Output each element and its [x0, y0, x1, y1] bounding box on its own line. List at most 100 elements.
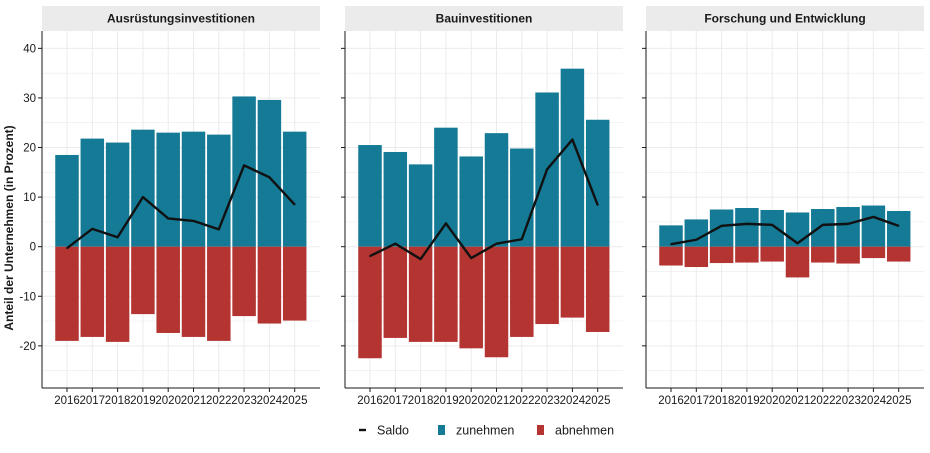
bar-zunehmen: [484, 133, 509, 247]
saldo-point: [872, 216, 875, 218]
x-tick-label: 2023: [835, 395, 861, 407]
saldo-point: [847, 223, 849, 225]
bar-zunehmen: [560, 68, 585, 247]
saldo-point: [218, 228, 220, 231]
x-tick-label: 2020: [458, 395, 484, 407]
saldo-point: [695, 238, 698, 241]
bar-zunehmen: [105, 142, 130, 247]
bar-abnehmen: [282, 246, 307, 321]
saldo-point: [142, 196, 144, 198]
panel: Bauinvestitionen 2016 2017 2018 2019 2020 2021…: [341, 6, 623, 407]
saldo-point: [771, 224, 773, 226]
bar-abnehmen: [709, 246, 734, 264]
y-tick-label: 20: [23, 143, 36, 155]
x-tick-label: 2022: [810, 395, 836, 407]
x-tick-label: 2024: [257, 395, 283, 407]
x-tick-label: 2024: [861, 395, 887, 407]
y-tick-label: 30: [23, 93, 36, 105]
x-tick-label: 2019: [130, 395, 156, 407]
x-tick-label: 2025: [585, 395, 611, 407]
bar-abnehmen: [207, 246, 231, 341]
bar-zunehmen: [585, 119, 610, 247]
bar-abnehmen: [836, 246, 860, 264]
bar-abnehmen: [408, 246, 433, 342]
bar-zunehmen: [181, 131, 206, 247]
x-tick-label: 2018: [408, 395, 434, 407]
panel: Ausrüstungsinvestitionen 2016 2017 2018 2019…: [19, 6, 320, 407]
bar-abnehmen: [383, 246, 408, 338]
bar-abnehmen: [861, 246, 886, 259]
bar-abnehmen: [358, 246, 382, 359]
panel-title: Bauinvestitionen: [436, 12, 533, 26]
y-tick-label: -20: [19, 341, 36, 353]
bar-abnehmen: [80, 246, 105, 337]
saldo-point: [571, 138, 574, 141]
saldo-line: [670, 215, 900, 246]
saldo-point: [897, 225, 900, 227]
bar-abnehmen: [484, 246, 509, 358]
saldo-point: [369, 255, 371, 257]
x-tick-label: 2025: [282, 395, 308, 407]
x-tick-label: 2019: [734, 395, 760, 407]
bar-abnehmen: [510, 246, 534, 337]
bar-abnehmen: [811, 246, 835, 263]
y-tick-label: 10: [23, 192, 36, 204]
bar-zunehmen: [207, 134, 231, 247]
bar-abnehmen: [55, 246, 79, 341]
bar-zunehmen: [156, 132, 180, 247]
bar-zunehmen: [383, 151, 408, 247]
bar-zunehmen: [510, 148, 534, 247]
x-tick-label: 2020: [759, 395, 785, 407]
legend-key-zunehmen: [438, 425, 445, 435]
bar-abnehmen: [560, 246, 585, 318]
saldo-point: [91, 228, 94, 230]
bar-zunehmen: [257, 99, 282, 247]
bar-zunehmen: [861, 205, 886, 247]
bar-zunehmen: [659, 225, 683, 247]
saldo-point: [116, 236, 119, 239]
x-tick-label: 2019: [433, 395, 459, 407]
x-tick-label: 2022: [206, 395, 232, 407]
panel-title: Forschung und Entwicklung: [704, 12, 865, 26]
panel-strip: [42, 6, 320, 31]
bar-zunehmen: [760, 209, 784, 247]
bar-abnehmen: [684, 246, 709, 268]
bar-zunehmen: [434, 127, 458, 247]
bar-zunehmen: [131, 129, 155, 247]
x-tick-label: 2020: [155, 395, 181, 407]
saldo-point: [445, 222, 447, 225]
bar-abnehmen: [131, 246, 155, 315]
bar-zunehmen: [55, 154, 79, 247]
bar-zunehmen: [785, 212, 810, 247]
saldo-point: [495, 242, 498, 245]
saldo-point: [521, 238, 523, 241]
bar-zunehmen: [408, 164, 433, 247]
bar-abnehmen: [886, 246, 911, 262]
y-axis-label: Anteil der Unternehmen (in Prozent): [2, 125, 16, 330]
bar-zunehmen: [80, 138, 105, 247]
x-tick-label: 2016: [357, 395, 383, 407]
saldo-point: [546, 168, 548, 171]
saldo-point: [293, 203, 296, 206]
bar-zunehmen: [709, 209, 734, 247]
saldo-point: [670, 243, 672, 246]
bar-zunehmen: [282, 131, 307, 247]
x-tick-label: 2023: [534, 395, 560, 407]
y-tick-label: 40: [23, 43, 36, 55]
x-tick-label: 2021: [181, 395, 207, 407]
legend-key-abnehmen: [537, 425, 544, 435]
saldo-point: [167, 217, 169, 220]
bar-abnehmen: [434, 246, 458, 342]
saldo-point: [394, 242, 397, 245]
bar-abnehmen: [257, 246, 282, 324]
x-tick-label: 2021: [484, 395, 510, 407]
x-tick-label: 2017: [80, 395, 106, 407]
legend: Saldo zunehmen abnehmen: [359, 424, 614, 438]
legend-label: abnehmen: [555, 424, 614, 438]
bar-abnehmen: [459, 246, 483, 349]
saldo-line: [369, 138, 599, 261]
bar-abnehmen: [181, 246, 206, 337]
saldo-point: [66, 247, 68, 249]
bar-zunehmen: [886, 210, 911, 247]
